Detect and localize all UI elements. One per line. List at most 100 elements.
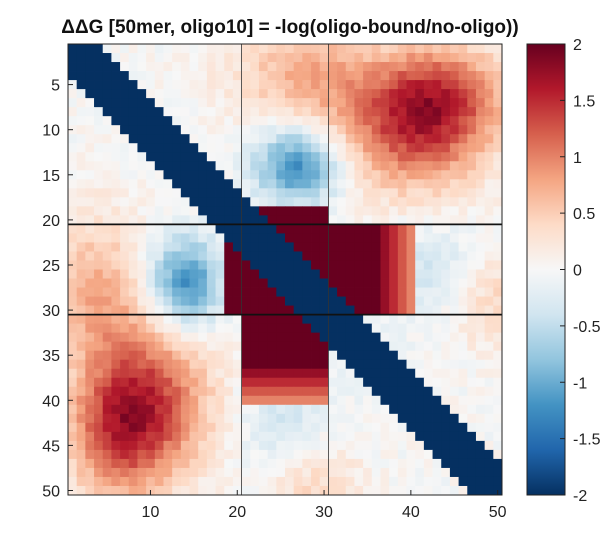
heatmap-cell bbox=[172, 341, 182, 352]
heatmap-cell bbox=[94, 152, 104, 162]
heatmap-cell bbox=[276, 269, 286, 279]
heatmap-cell bbox=[389, 431, 399, 442]
heatmap-cell bbox=[206, 440, 216, 451]
heatmap-cell bbox=[484, 107, 494, 117]
heatmap-cell bbox=[232, 251, 242, 261]
heatmap-cell bbox=[94, 134, 104, 144]
heatmap-cell bbox=[406, 170, 416, 180]
heatmap-cell bbox=[432, 143, 442, 153]
heatmap-cell bbox=[458, 287, 468, 297]
heatmap-cell bbox=[449, 359, 459, 370]
heatmap-cell bbox=[285, 215, 295, 225]
heatmap-cell bbox=[432, 485, 442, 496]
heatmap-cell bbox=[267, 152, 277, 162]
heatmap-cell bbox=[258, 341, 269, 352]
heatmap-cell bbox=[302, 476, 312, 487]
heatmap-cell bbox=[250, 44, 260, 54]
heatmap-cell bbox=[458, 161, 468, 171]
heatmap-cell bbox=[493, 368, 503, 379]
heatmap-cell bbox=[258, 188, 269, 198]
heatmap-cell bbox=[267, 107, 277, 117]
heatmap-cell bbox=[415, 395, 425, 406]
heatmap-cell bbox=[232, 80, 242, 90]
heatmap-cell bbox=[172, 197, 182, 207]
heatmap-cell bbox=[180, 431, 190, 442]
heatmap-cell bbox=[302, 386, 312, 397]
heatmap-cell bbox=[354, 395, 364, 406]
heatmap-cell bbox=[163, 125, 173, 135]
heatmap-cell bbox=[146, 341, 156, 352]
heatmap-cell bbox=[215, 359, 225, 370]
heatmap-cell bbox=[319, 179, 329, 189]
heatmap-cell bbox=[415, 278, 425, 288]
heatmap-cell bbox=[68, 179, 78, 189]
heatmap-cell bbox=[224, 44, 234, 54]
heatmap-cell bbox=[102, 368, 112, 379]
heatmap-cell bbox=[493, 386, 503, 397]
heatmap-cell bbox=[267, 422, 277, 433]
heatmap-cell bbox=[328, 305, 338, 315]
heatmap-cell bbox=[285, 233, 295, 243]
heatmap-cell bbox=[76, 323, 86, 334]
heatmap-cell bbox=[345, 161, 355, 171]
heatmap-cell bbox=[85, 359, 95, 370]
heatmap-cell bbox=[102, 80, 112, 90]
heatmap-cell bbox=[397, 98, 407, 108]
heatmap-cell bbox=[423, 44, 433, 54]
heatmap-cell bbox=[415, 305, 425, 315]
heatmap-cell bbox=[232, 395, 242, 406]
heatmap-cell bbox=[397, 467, 407, 478]
heatmap-cell bbox=[293, 431, 303, 442]
heatmap-cell bbox=[475, 116, 486, 126]
heatmap-cell bbox=[154, 305, 164, 315]
heatmap-cell bbox=[206, 251, 216, 261]
heatmap-cell bbox=[311, 251, 321, 261]
heatmap-cell bbox=[146, 98, 156, 108]
heatmap-cell bbox=[189, 341, 199, 352]
heatmap-cell bbox=[180, 449, 190, 460]
heatmap-cell bbox=[250, 404, 260, 415]
heatmap-cell bbox=[137, 89, 147, 99]
heatmap-cell bbox=[198, 287, 208, 297]
heatmap-cell bbox=[241, 287, 251, 297]
heatmap-cell bbox=[146, 467, 156, 478]
heatmap-cell bbox=[163, 215, 173, 225]
heatmap-cell bbox=[111, 296, 121, 306]
heatmap-cell bbox=[224, 413, 234, 424]
heatmap-cell bbox=[406, 179, 416, 189]
heatmap-cell bbox=[198, 476, 208, 487]
heatmap-cell bbox=[241, 89, 251, 99]
heatmap-cell bbox=[224, 89, 234, 99]
heatmap-cell bbox=[241, 134, 251, 144]
heatmap-cell bbox=[111, 134, 121, 144]
heatmap-cell bbox=[215, 278, 225, 288]
heatmap-cell bbox=[449, 251, 459, 261]
heatmap-cell bbox=[120, 143, 130, 153]
heatmap-cell bbox=[232, 161, 242, 171]
heatmap-cell bbox=[493, 98, 503, 108]
heatmap-cell bbox=[250, 431, 260, 442]
heatmap-cell bbox=[423, 197, 433, 207]
heatmap-cell bbox=[311, 377, 321, 388]
heatmap-cell bbox=[397, 449, 407, 460]
heatmap-cell bbox=[180, 413, 190, 424]
heatmap-cell bbox=[458, 332, 468, 343]
heatmap-cell bbox=[354, 431, 364, 442]
heatmap-cell bbox=[154, 323, 164, 334]
heatmap-cell bbox=[397, 350, 407, 361]
heatmap-cell bbox=[371, 287, 381, 297]
heatmap-cell bbox=[467, 206, 477, 216]
heatmap-cell bbox=[432, 458, 442, 469]
heatmap-cell bbox=[397, 359, 407, 370]
heatmap-cell bbox=[406, 251, 416, 261]
heatmap-cell bbox=[250, 368, 260, 379]
heatmap-cell bbox=[319, 89, 329, 99]
heatmap-cell bbox=[120, 332, 130, 343]
heatmap-cell bbox=[189, 287, 199, 297]
heatmap-cell bbox=[337, 386, 347, 397]
heatmap-cell bbox=[449, 422, 459, 433]
heatmap-cell bbox=[163, 161, 173, 171]
heatmap-cell bbox=[267, 125, 277, 135]
heatmap-cell bbox=[172, 350, 182, 361]
heatmap-cell bbox=[484, 134, 494, 144]
